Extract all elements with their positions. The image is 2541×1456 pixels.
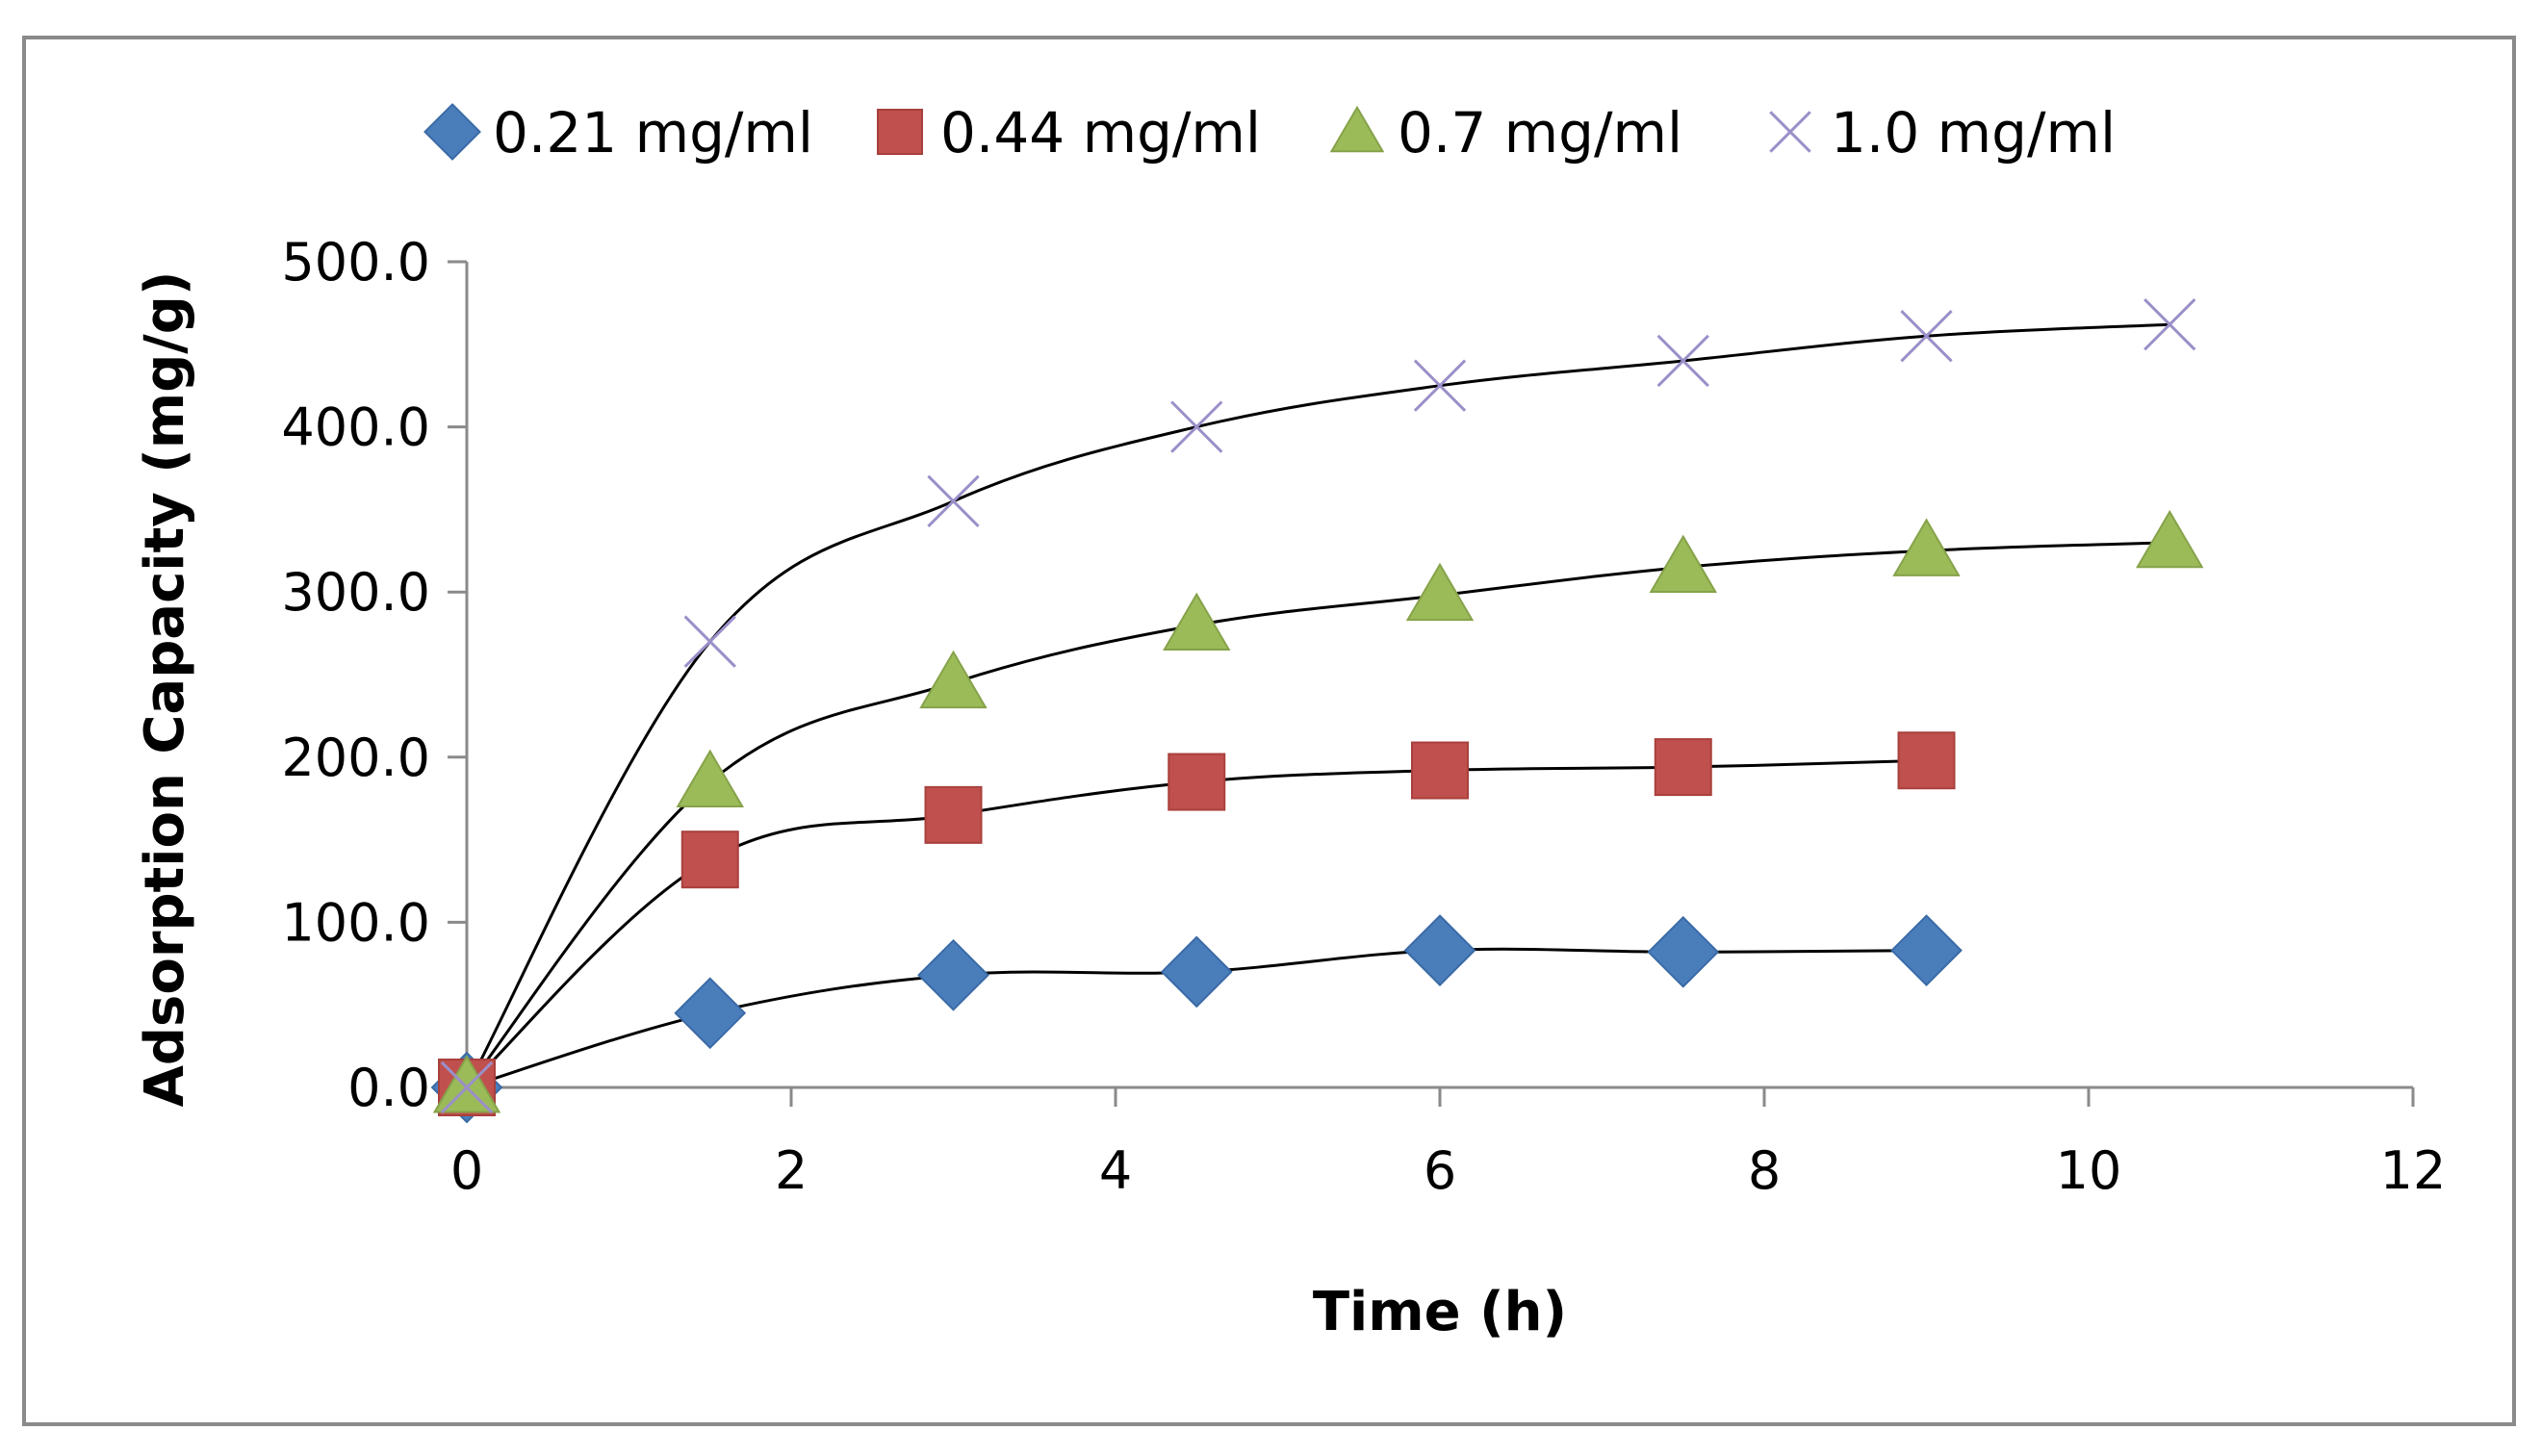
marker-series-4-point-1 [440, 1060, 494, 1114]
x-tick-label: 10 [2056, 1140, 2122, 1201]
legend-item-3: 0.7 mg/ml [1329, 100, 1682, 166]
legend-label-1: 0.21 mg/ml [493, 100, 813, 166]
marker-series-2-point-4 [1168, 753, 1226, 811]
x-axis-title: Time (h) [1313, 1281, 1567, 1343]
marker-series-1-point-6 [1647, 915, 1720, 988]
marker-series-3-point-4 [1163, 592, 1231, 651]
legend-label-2: 0.44 mg/ml [940, 100, 1261, 166]
marker-series-2-point-7 [1897, 731, 1956, 790]
x-stroke [683, 615, 736, 668]
y-tick-label: 500.0 [281, 232, 430, 293]
x-stroke [1900, 310, 1953, 363]
marker-series-1-point-3 [917, 938, 989, 1011]
trendline-series-4 [465, 322, 2170, 1088]
x-stroke [927, 474, 980, 527]
legend-marker-4 [1769, 111, 1811, 153]
marker-series-4-point-3 [927, 474, 980, 527]
marker-series-4-point-6 [1656, 334, 1709, 388]
marker-series-4-point-5 [1413, 359, 1467, 412]
y-tick-label: 200.0 [281, 728, 430, 788]
legend-label-3: 0.7 mg/ml [1398, 100, 1682, 166]
legend-item-1: 0.21 mg/ml [424, 100, 813, 166]
y-axis-ticks: 0.0 100.0 200.0 300.0 400.0 500.0 [281, 232, 467, 1118]
marker-series-2-point-6 [1654, 738, 1712, 797]
x-stroke [1170, 400, 1223, 453]
marker-series-4-point-2 [683, 615, 736, 668]
y-tick-label: 0.0 [347, 1058, 430, 1118]
x-stroke [2143, 298, 2196, 351]
y-axis-title: Adsorption Capacity (mg/g) [134, 271, 196, 1108]
marker-series-2-point-5 [1411, 741, 1469, 800]
marker-series-1-point-5 [1403, 914, 1476, 986]
x-axis-ticks: 0 2 4 6 8 10 12 [450, 1087, 2447, 1201]
marker-series-4-point-7 [1900, 310, 1953, 363]
marker-series-3-point-7 [1892, 518, 1961, 576]
data-markers [430, 298, 2204, 1124]
legend-marker-1 [424, 103, 481, 161]
chart-frame [22, 36, 2516, 1426]
y-tick-label: 300.0 [281, 562, 430, 623]
marker-series-4-point-4 [1170, 400, 1223, 453]
x-stroke [440, 1060, 494, 1114]
legend-label-4: 1.0 mg/ml [1831, 100, 2116, 166]
x-tick-label: 2 [775, 1140, 808, 1201]
marker-series-2-point-3 [924, 785, 983, 844]
legend-marker-3 [1329, 105, 1385, 153]
marker-series-3-point-5 [1405, 562, 1475, 622]
y-tick-label: 100.0 [281, 892, 430, 953]
marker-series-3-point-1 [432, 1055, 501, 1113]
x-tick-label: 8 [1748, 1140, 1781, 1201]
legend-marker-2 [877, 109, 923, 155]
marker-series-3-point-8 [2136, 509, 2204, 569]
x-stroke [1769, 111, 1811, 153]
marker-series-3-point-2 [676, 749, 744, 808]
x-stroke [1413, 359, 1467, 412]
marker-series-1-point-7 [1890, 914, 1963, 986]
x-tick-label: 6 [1424, 1140, 1456, 1201]
marker-series-3-point-6 [1649, 534, 1717, 593]
x-tick-label: 0 [450, 1140, 483, 1201]
x-tick-label: 4 [1099, 1140, 1132, 1201]
legend: 0.21 mg/ml 0.44 mg/ml 0.7 mg/ml 1.0 mg/ml [424, 100, 2116, 166]
marker-series-4-point-8 [2143, 298, 2196, 351]
x-stroke [1656, 334, 1709, 388]
legend-item-4: 1.0 mg/ml [1769, 100, 2116, 166]
marker-series-2-point-2 [680, 830, 739, 889]
y-tick-label: 400.0 [281, 397, 430, 458]
marker-series-3-point-3 [919, 650, 988, 709]
marker-series-1-point-2 [674, 977, 747, 1050]
x-tick-label: 12 [2380, 1140, 2447, 1201]
marker-series-1-point-4 [1160, 935, 1233, 1009]
legend-item-2: 0.44 mg/ml [877, 100, 1261, 166]
